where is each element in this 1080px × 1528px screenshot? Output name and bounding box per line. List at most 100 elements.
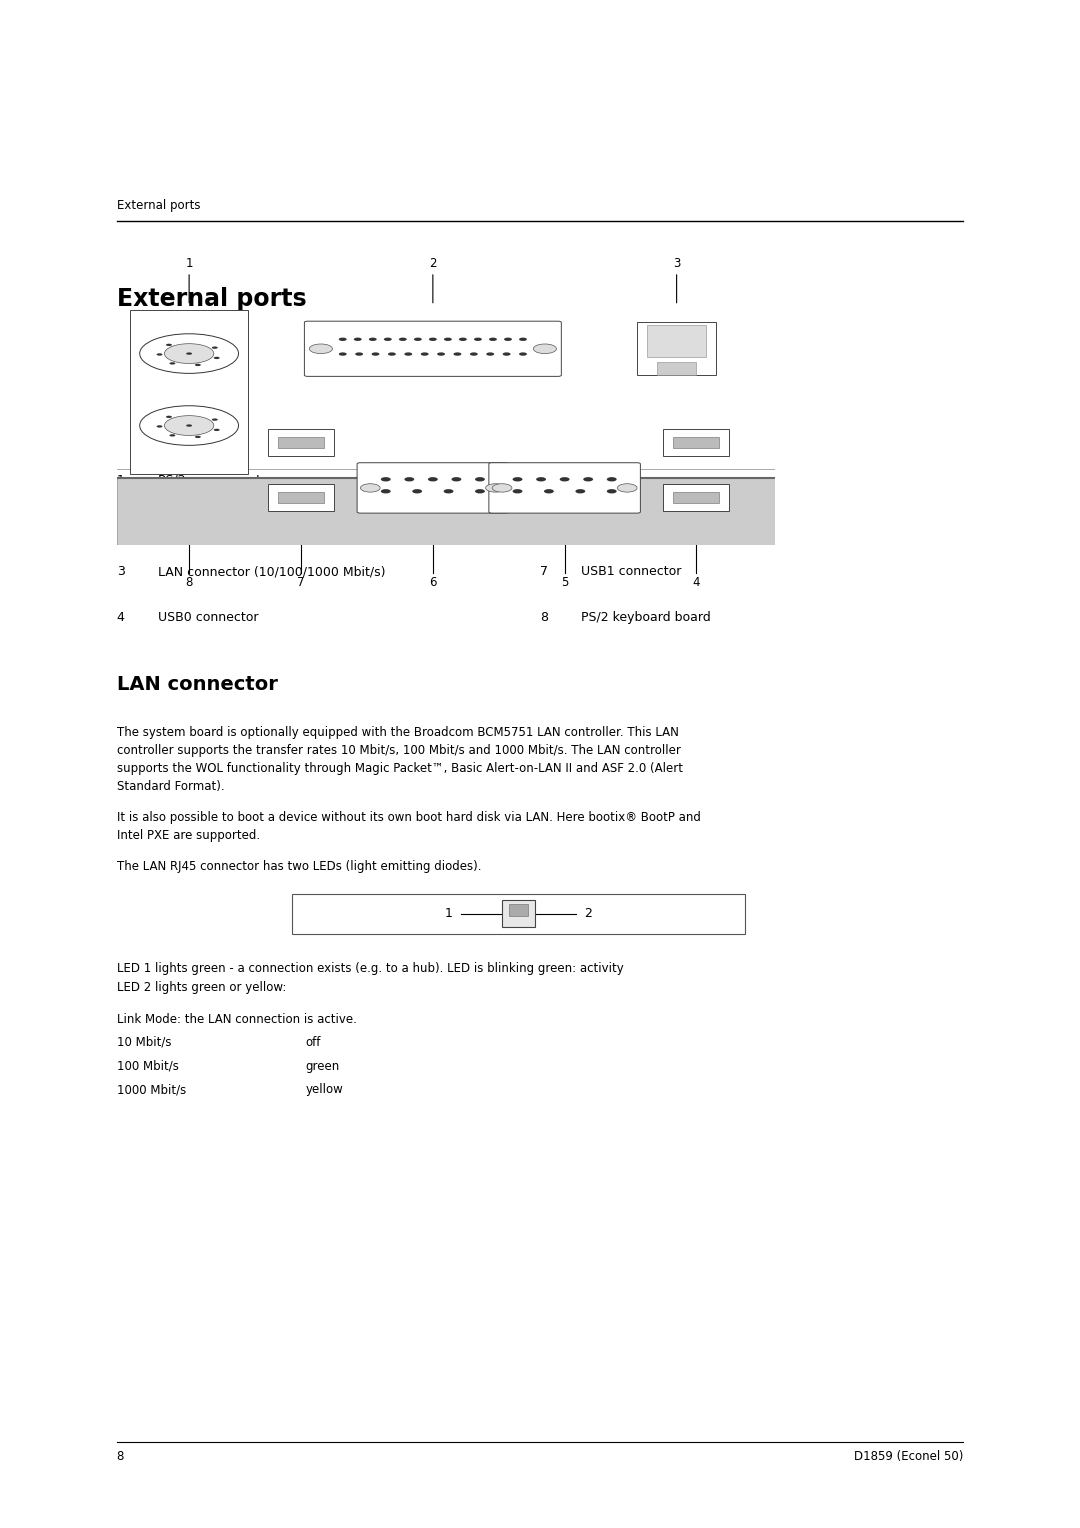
Ellipse shape xyxy=(139,406,239,445)
Text: LAN connector: LAN connector xyxy=(117,675,278,694)
Text: 4: 4 xyxy=(692,576,700,590)
Text: 10 Mbit/s: 10 Mbit/s xyxy=(117,1036,171,1050)
Ellipse shape xyxy=(157,353,162,356)
Bar xyxy=(130,310,248,474)
Ellipse shape xyxy=(513,489,523,494)
Ellipse shape xyxy=(404,477,415,481)
Ellipse shape xyxy=(186,353,192,354)
Text: 1000 Mbit/s: 1000 Mbit/s xyxy=(117,1083,186,1097)
Ellipse shape xyxy=(519,353,527,356)
Ellipse shape xyxy=(361,484,380,492)
Ellipse shape xyxy=(536,477,546,481)
Text: 6: 6 xyxy=(540,520,548,533)
Ellipse shape xyxy=(372,353,379,356)
Ellipse shape xyxy=(486,484,505,492)
Text: LED 1 lights green - a connection exists (e.g. to a hub). LED is blinking green:: LED 1 lights green - a connection exists… xyxy=(117,963,623,975)
Text: USB1 connector: USB1 connector xyxy=(581,565,681,579)
Ellipse shape xyxy=(428,477,437,481)
Ellipse shape xyxy=(381,477,391,481)
Ellipse shape xyxy=(454,353,461,356)
Ellipse shape xyxy=(459,338,467,341)
Text: VGA port: VGA port xyxy=(581,474,637,487)
Bar xyxy=(663,429,729,455)
Text: 1: 1 xyxy=(445,908,453,920)
Ellipse shape xyxy=(399,338,407,341)
Text: Serial interface COM1: Serial interface COM1 xyxy=(581,520,718,533)
Ellipse shape xyxy=(354,338,362,341)
Text: PS/2 keyboard board: PS/2 keyboard board xyxy=(581,611,711,625)
Ellipse shape xyxy=(413,489,422,494)
Bar xyxy=(647,325,706,356)
Ellipse shape xyxy=(381,489,391,494)
Text: off: off xyxy=(306,1036,321,1050)
Text: 1: 1 xyxy=(186,257,193,270)
Bar xyxy=(663,484,729,510)
Ellipse shape xyxy=(164,416,214,435)
Ellipse shape xyxy=(214,429,219,431)
Bar xyxy=(278,492,324,503)
Text: The system board is optionally equipped with the Broadcom BCM5751 LAN controller: The system board is optionally equipped … xyxy=(117,726,683,793)
FancyBboxPatch shape xyxy=(357,463,509,513)
Bar xyxy=(292,894,745,934)
Ellipse shape xyxy=(369,338,377,341)
Bar xyxy=(268,429,334,455)
Bar xyxy=(673,437,719,448)
Ellipse shape xyxy=(470,353,477,356)
Text: 5: 5 xyxy=(561,576,568,590)
Ellipse shape xyxy=(437,353,445,356)
Text: 2: 2 xyxy=(429,257,436,270)
Ellipse shape xyxy=(475,489,485,494)
Ellipse shape xyxy=(429,338,436,341)
Bar xyxy=(502,900,535,927)
Text: It is also possible to boot a device without its own boot hard disk via LAN. Her: It is also possible to boot a device wit… xyxy=(117,811,701,842)
Ellipse shape xyxy=(355,353,363,356)
Ellipse shape xyxy=(519,338,527,341)
Ellipse shape xyxy=(475,477,485,481)
Ellipse shape xyxy=(576,489,585,494)
Ellipse shape xyxy=(186,425,192,426)
Text: 3: 3 xyxy=(673,257,680,270)
Text: 8: 8 xyxy=(540,611,548,625)
Ellipse shape xyxy=(166,416,172,419)
Text: 7: 7 xyxy=(297,576,305,590)
Ellipse shape xyxy=(194,435,201,439)
Text: 4: 4 xyxy=(117,611,124,625)
Bar xyxy=(268,484,334,510)
FancyBboxPatch shape xyxy=(305,321,562,376)
Text: yellow: yellow xyxy=(306,1083,343,1097)
Ellipse shape xyxy=(212,419,218,420)
Ellipse shape xyxy=(504,338,512,341)
Ellipse shape xyxy=(513,477,523,481)
Bar xyxy=(657,362,697,376)
Text: External ports: External ports xyxy=(117,287,307,312)
Ellipse shape xyxy=(489,338,497,341)
Text: Parallel port/printer: Parallel port/printer xyxy=(158,520,280,533)
Ellipse shape xyxy=(534,344,556,353)
Text: USB0 connector: USB0 connector xyxy=(158,611,258,625)
Ellipse shape xyxy=(383,338,392,341)
Ellipse shape xyxy=(486,353,495,356)
Ellipse shape xyxy=(166,344,172,345)
Ellipse shape xyxy=(139,333,239,373)
Ellipse shape xyxy=(421,353,429,356)
Bar xyxy=(673,492,719,503)
Text: 7: 7 xyxy=(540,565,548,579)
Text: 1: 1 xyxy=(117,474,124,487)
Ellipse shape xyxy=(339,338,347,341)
Ellipse shape xyxy=(607,477,617,481)
Text: 2: 2 xyxy=(584,908,592,920)
Ellipse shape xyxy=(170,434,175,437)
Text: The LAN RJ45 connector has two LEDs (light emitting diodes).: The LAN RJ45 connector has two LEDs (lig… xyxy=(117,860,482,874)
Bar xyxy=(278,437,324,448)
Ellipse shape xyxy=(583,477,593,481)
Ellipse shape xyxy=(502,353,511,356)
Text: 2: 2 xyxy=(117,520,124,533)
Ellipse shape xyxy=(309,344,333,353)
Bar xyxy=(637,322,716,376)
Ellipse shape xyxy=(559,477,569,481)
Ellipse shape xyxy=(404,353,413,356)
FancyBboxPatch shape xyxy=(489,463,640,513)
Ellipse shape xyxy=(214,356,219,359)
Ellipse shape xyxy=(164,344,214,364)
Text: D1859 (Econel 50): D1859 (Econel 50) xyxy=(854,1450,963,1464)
